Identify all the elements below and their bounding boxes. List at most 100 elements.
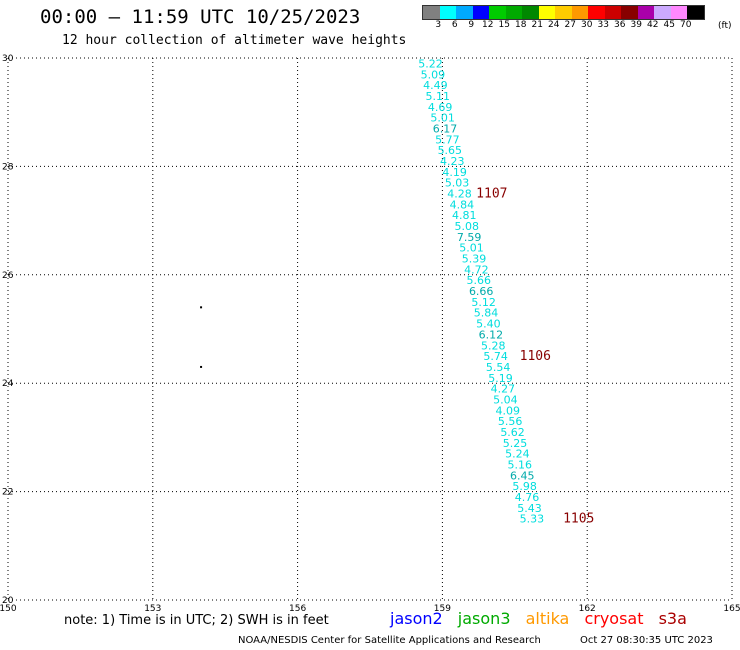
y-tick-label: 26 — [2, 271, 14, 281]
wave-height-value: 4.72 — [464, 263, 489, 276]
wave-height-value: 5.40 — [476, 318, 501, 331]
wave-height-value: 5.65 — [438, 144, 463, 157]
color-swatch — [555, 6, 572, 19]
y-tick-label: 20 — [2, 596, 14, 606]
color-swatch — [670, 6, 687, 19]
color-swatch — [687, 6, 704, 19]
y-tick-label: 30 — [2, 54, 14, 64]
marker-point — [200, 306, 203, 309]
legend-s3a: s3a — [658, 609, 687, 628]
y-tick-label: 22 — [2, 488, 13, 498]
color-scale-label: 15 — [498, 20, 510, 30]
wave-height-value: 5.12 — [471, 296, 496, 309]
legend-jason3: jason3 — [457, 609, 511, 628]
color-scale-labels: 3 6 9 12 15 18 21 24 27 30 33 36 39 42 45 70 — [422, 20, 705, 30]
wave-height-value: 6.12 — [479, 328, 504, 341]
wave-height-value: 5.56 — [498, 415, 523, 428]
y-tick-label: 24 — [2, 379, 14, 389]
color-scale-label: 27 — [564, 20, 576, 30]
x-tick-label: 150 — [0, 604, 17, 614]
x-tick-label: 153 — [144, 604, 161, 614]
wave-height-value: 6.66 — [469, 285, 494, 298]
legend-cryosat: cryosat — [584, 609, 644, 628]
wave-height-value: 5.25 — [503, 437, 528, 450]
color-swatch — [472, 6, 489, 19]
wave-height-value: 5.01 — [430, 112, 455, 125]
wave-height-value: 5.19 — [488, 372, 512, 385]
time-label: 1105 — [563, 512, 594, 527]
color-swatch — [571, 6, 588, 19]
color-scale-label: 18 — [515, 20, 527, 30]
wave-height-value: 4.23 — [440, 155, 465, 168]
wave-height-value: 5.43 — [517, 502, 542, 515]
x-tick-label: 162 — [579, 604, 596, 614]
note-text: note: 1) Time is in UTC; 2) SWH is in fe… — [64, 613, 329, 628]
color-scale-label: 39 — [630, 20, 642, 30]
wave-height-value: 5.22 — [418, 57, 443, 70]
color-scale-label: 12 — [482, 20, 494, 30]
wave-height-value: 4.76 — [515, 491, 540, 504]
color-swatch — [621, 6, 638, 19]
wave-height-value: 4.28 — [447, 188, 472, 201]
color-swatch — [654, 6, 671, 19]
wave-height-value: 4.09 — [495, 404, 520, 417]
x-tick-label: 159 — [434, 604, 451, 614]
wave-height-value: 4.84 — [450, 198, 475, 211]
x-tick-label: 156 — [289, 604, 306, 614]
color-scale-label: 6 — [451, 20, 458, 30]
wave-height-value: 5.28 — [481, 339, 506, 352]
wave-height-value: 5.16 — [508, 459, 533, 472]
color-swatch — [439, 6, 456, 19]
wave-height-value: 5.66 — [467, 274, 492, 287]
wave-height-value: 7.59 — [457, 231, 482, 244]
color-scale-label: 33 — [597, 20, 609, 30]
chart-title: 00:00 – 11:59 UTC 10/25/2023 — [40, 6, 361, 28]
wave-height-value: 5.03 — [445, 177, 470, 190]
color-scale-label: 24 — [548, 20, 560, 30]
wave-height-value: 5.08 — [454, 220, 479, 233]
color-swatch — [588, 6, 605, 19]
color-scale-label: 42 — [647, 20, 659, 30]
footer-credit: NOAA/NESDIS Center for Satellite Applica… — [238, 635, 541, 646]
wave-height-value: 5.09 — [421, 68, 446, 81]
color-swatch — [637, 6, 654, 19]
color-scale-label: 45 — [663, 20, 675, 30]
wave-height-value: 6.45 — [510, 469, 535, 482]
color-swatch — [489, 6, 506, 19]
color-swatch — [423, 6, 440, 19]
wave-height-value: 5.04 — [493, 393, 517, 406]
wave-height-value: 5.39 — [462, 253, 487, 266]
color-scale-label: 21 — [531, 20, 543, 30]
wave-height-value: 4.69 — [428, 101, 453, 114]
y-tick-label: 28 — [2, 162, 14, 172]
wave-height-value: 5.98 — [512, 480, 537, 493]
color-swatch — [522, 6, 539, 19]
footer-timestamp: Oct 27 08:30:35 UTC 2023 — [580, 635, 713, 646]
wave-height-value: 5.33 — [520, 513, 545, 526]
color-scale: 3 6 9 12 15 18 21 24 27 30 33 36 39 42 45 70 — [422, 5, 705, 30]
time-label: 1106 — [520, 349, 551, 364]
color-scale-label: 36 — [614, 20, 626, 30]
color-scale-label: 3 — [435, 20, 442, 30]
wave-height-value: 5.24 — [505, 448, 530, 461]
color-scale-label: 30 — [581, 20, 593, 30]
color-scale-swatches — [422, 5, 705, 20]
wave-height-value: 6.17 — [433, 122, 458, 135]
color-scale-label: 70 — [680, 20, 692, 30]
wave-height-value: 5.54 — [486, 361, 511, 374]
satellite-legend: jason2 jason3 altika cryosat s3a — [390, 609, 697, 628]
legend-altika: altika — [525, 609, 570, 628]
wave-height-value: 4.49 — [423, 79, 448, 92]
legend-jason2: jason2 — [390, 609, 443, 628]
wave-height-value: 5.74 — [483, 350, 508, 363]
time-label: 1107 — [476, 187, 507, 202]
wave-height-value: 4.81 — [452, 209, 477, 222]
color-swatch — [456, 6, 473, 19]
wave-height-value: 5.84 — [474, 307, 499, 320]
color-scale-unit: (ft) — [718, 21, 732, 31]
chart-subtitle: 12 hour collection of altimeter wave hei… — [62, 33, 407, 48]
x-tick-label: 165 — [723, 604, 740, 614]
wave-height-value: 5.01 — [459, 242, 484, 255]
wave-height-value: 5.11 — [426, 90, 451, 103]
